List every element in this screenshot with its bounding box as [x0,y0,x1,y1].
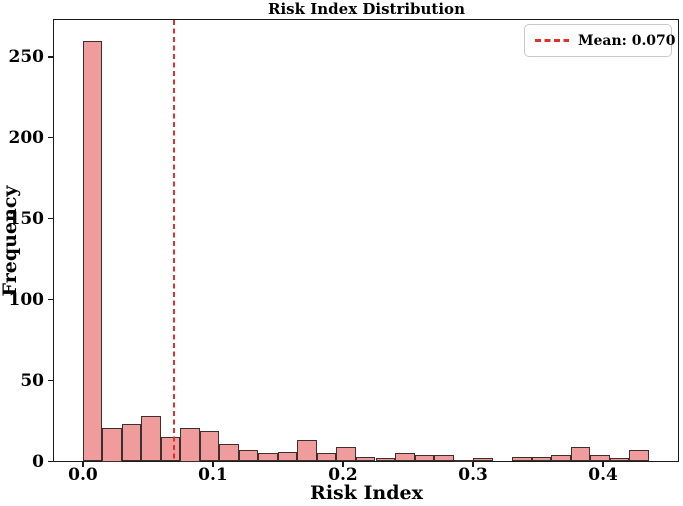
histogram-bar [121,424,142,462]
x-tick [602,462,604,467]
x-tick [342,462,344,467]
histogram-bar [102,427,122,462]
histogram-bar [473,458,493,462]
histogram-bar [355,456,376,462]
histogram-bar [434,455,454,462]
histogram-bar [297,440,317,462]
chart-title: Risk Index Distribution [268,0,465,18]
histogram-bar [590,455,610,462]
histogram-bar [219,443,239,462]
y-tick-label: 250 [8,46,45,67]
y-tick [48,379,53,382]
y-tick-label: 50 [20,370,44,391]
histogram-bar [570,446,591,462]
legend-mean-label: Mean: 0.070 [578,32,676,49]
x-tick-label: 0.3 [458,465,488,485]
histogram-bar [609,458,630,462]
y-tick-label: 0 [32,451,44,472]
histogram-bar [531,456,552,462]
plot-area [53,19,679,462]
histogram-bar [82,40,103,462]
y-tick-label: 150 [8,208,45,229]
legend: Mean: 0.070 [524,24,676,57]
y-tick [48,298,53,301]
x-tick [82,462,84,467]
histogram-bar [629,450,649,462]
histogram-bar [277,451,298,462]
y-tick [48,217,53,220]
histogram-bar [316,453,337,462]
y-axis-label: Frequency [0,185,21,297]
x-tick-label: 0.2 [328,465,358,485]
y-tick-label: 100 [8,289,45,310]
histogram-bar [395,453,415,462]
histogram-bar [512,456,532,462]
x-axis-label: Risk Index [310,482,423,504]
y-tick-label: 200 [8,127,45,148]
histogram-bar [258,453,278,462]
histogram-bar [199,430,220,462]
histogram-bar [551,455,571,462]
y-tick [48,460,53,463]
histogram-bar [414,455,434,462]
histogram-bar [375,458,395,462]
x-tick-label: 0.0 [68,465,98,485]
legend-dashed-line-icon [535,39,569,42]
histogram-bar [160,437,181,462]
histogram-bar [180,427,200,462]
histogram-bar [238,450,259,462]
x-tick-label: 0.4 [588,465,618,485]
histogram-bar [141,416,161,462]
histogram-bar [453,459,474,462]
x-tick [472,462,474,467]
x-tick-label: 0.1 [198,465,228,485]
y-tick [48,55,53,58]
mean-line [172,19,175,462]
y-tick [48,136,53,139]
histogram-bar [336,446,356,462]
x-tick [212,462,214,467]
